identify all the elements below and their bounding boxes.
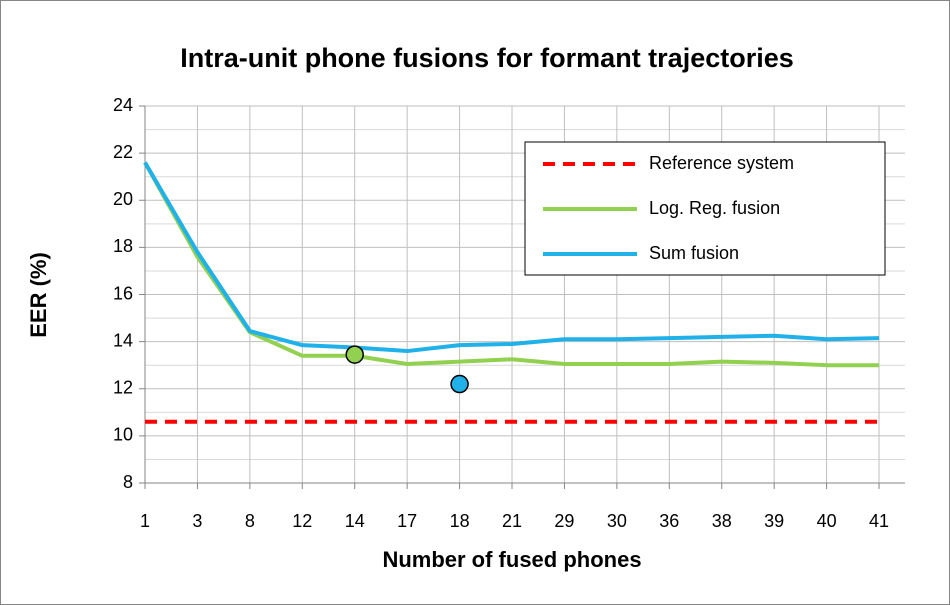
x-tick-label: 3 <box>192 511 202 531</box>
x-axis-title: Number of fused phones <box>382 547 641 572</box>
x-tick-label: 40 <box>817 511 837 531</box>
y-tick-label: 10 <box>113 425 133 445</box>
y-tick-label: 24 <box>113 95 133 115</box>
x-tick-label: 14 <box>345 511 365 531</box>
y-tick-label: 18 <box>113 236 133 256</box>
x-tick-label: 30 <box>607 511 627 531</box>
x-tick-label: 1 <box>140 511 150 531</box>
x-tick-label: 17 <box>397 511 417 531</box>
legend-label: Reference system <box>649 153 794 173</box>
x-tick-label: 36 <box>659 511 679 531</box>
legend-label: Log. Reg. fusion <box>649 198 780 218</box>
x-tick-label: 8 <box>245 511 255 531</box>
y-tick-label: 8 <box>123 472 133 492</box>
x-tick-label: 39 <box>764 511 784 531</box>
legend-label: Sum fusion <box>649 243 739 263</box>
x-tick-label: 29 <box>554 511 574 531</box>
point-marker <box>450 374 469 394</box>
y-tick-label: 12 <box>113 378 133 398</box>
point-marker <box>345 345 364 364</box>
y-tick-label: 16 <box>113 283 133 303</box>
x-tick-label: 12 <box>292 511 312 531</box>
y-tick-label: 14 <box>113 330 133 350</box>
x-tick-label: 18 <box>450 511 470 531</box>
y-axis-title: EER (%) <box>26 252 51 338</box>
x-tick-label: 21 <box>502 511 522 531</box>
x-tick-label: 41 <box>869 511 889 531</box>
x-tick-label: 38 <box>712 511 732 531</box>
chart-title: Intra-unit phone fusions for formant tra… <box>180 43 794 73</box>
series-line <box>143 161 880 354</box>
y-tick-label: 22 <box>113 142 133 162</box>
series-line <box>143 161 880 368</box>
y-tick-label: 20 <box>113 189 133 209</box>
